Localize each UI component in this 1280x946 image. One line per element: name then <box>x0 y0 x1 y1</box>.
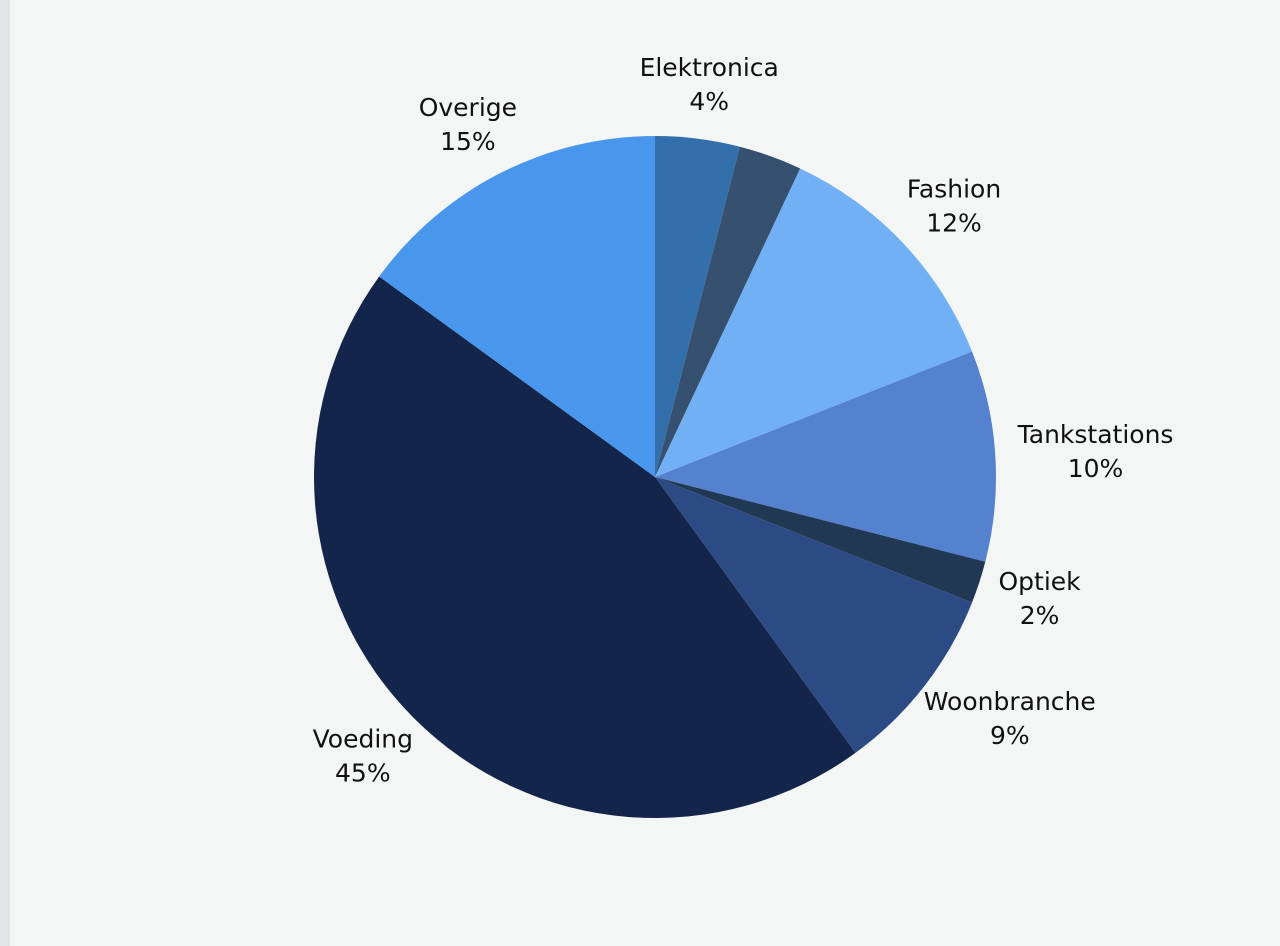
side-strip <box>0 0 10 946</box>
slice-label: Fashion <box>907 175 1001 204</box>
slice-label: Tankstations <box>1017 420 1174 449</box>
pie-slice <box>655 136 740 477</box>
slice-label: Optiek <box>998 567 1081 596</box>
pie-slice <box>655 168 973 477</box>
slice-value-label: 2% <box>1020 601 1060 630</box>
slice-value-label: 15% <box>440 127 496 156</box>
slice-value-label: 4% <box>689 87 729 116</box>
slice-value-label: 45% <box>335 758 391 787</box>
slice-label: Overige <box>419 93 517 122</box>
pie-slice <box>314 276 856 819</box>
slice-value-label: 9% <box>990 721 1030 750</box>
slice-label: Elektronica <box>640 53 779 82</box>
slice-label: Woonbranche <box>924 687 1096 716</box>
pie-slice <box>655 146 801 477</box>
slice-value-label: 10% <box>1068 454 1124 483</box>
pie-slice <box>655 477 973 753</box>
pie-slice <box>379 136 655 477</box>
pie-slice <box>655 351 996 562</box>
pie-slice <box>655 477 986 603</box>
slice-value-label: 12% <box>926 209 982 238</box>
slice-label: Voeding <box>313 724 413 753</box>
